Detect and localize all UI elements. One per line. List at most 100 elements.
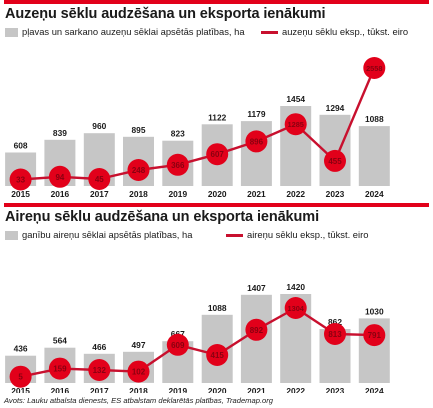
bar-2024 [358, 126, 390, 186]
legend-bar-label: pļavas un sarkano auzeņu sēklai apsētās … [22, 26, 245, 37]
chart-title: Aireņu sēklu audzēšana un eksporta ienāk… [5, 209, 319, 225]
x-tick-label: 2016 [51, 189, 70, 199]
x-tick-label: 2017 [90, 189, 109, 199]
x-tick-label: 2022 [286, 189, 305, 199]
line-point-2021 [245, 318, 268, 341]
bar-value-label: 1420 [286, 282, 305, 292]
line-point-2019 [166, 153, 189, 176]
line-value-label: 366 [171, 161, 185, 170]
export-line [20, 306, 375, 378]
x-tick-label: 2021 [247, 189, 266, 199]
line-point-2015 [9, 168, 32, 191]
line-point-2020 [206, 143, 229, 166]
legend-line-label: auzeņu sēklu eksp., tūkst. eiro [282, 26, 409, 37]
top-rule [4, 0, 429, 4]
line-point-2021 [245, 130, 268, 153]
x-tick-label: 2020 [208, 386, 227, 393]
bar-value-label: 895 [132, 125, 146, 135]
bar-value-label: 1407 [247, 283, 266, 293]
line-point-2024 [363, 324, 386, 347]
bar-value-label: 466 [92, 342, 106, 352]
x-tick-label: 2024 [365, 386, 384, 393]
top-rule [4, 203, 429, 207]
line-point-2016 [48, 165, 71, 188]
legend-line-swatch [261, 31, 278, 34]
bar-value-label: 1179 [247, 109, 266, 119]
x-tick-label: 2018 [129, 189, 148, 199]
line-point-2022 [284, 113, 307, 136]
line-value-label: 791 [368, 331, 382, 340]
bar-value-label: 960 [92, 121, 106, 131]
line-value-label: 45 [95, 175, 104, 184]
x-tick-label: 2019 [168, 189, 187, 199]
legend-bar-swatch [5, 28, 18, 37]
x-tick-label: 2015 [11, 386, 30, 393]
bar-value-label: 1454 [286, 94, 305, 104]
line-point-2019 [166, 333, 189, 356]
line-point-2017 [88, 168, 111, 190]
line-point-2018 [127, 159, 150, 181]
bar-value-label: 564 [53, 336, 67, 346]
chart-title: Auzeņu sēklu audzēšana un eksporta ienāk… [5, 6, 326, 22]
chart-panel-ryegrass: Aireņu sēklu audzēšana un eksporta ienāk… [0, 203, 433, 393]
export-line [20, 67, 376, 181]
line-value-label: 159 [53, 365, 67, 374]
chart-legend: ganību aireņu sēklai apsētās platības, h… [5, 229, 430, 242]
line-value-label: 455 [328, 157, 342, 166]
x-tick-label: 2015 [11, 189, 30, 199]
x-tick-label: 2017 [90, 386, 109, 393]
bar-value-label: 1088 [208, 303, 227, 313]
legend-bar-swatch [5, 231, 18, 240]
line-point-2023 [324, 323, 346, 345]
line-value-label: 813 [328, 330, 342, 339]
x-tick-label: 2023 [326, 189, 345, 199]
line-value-label: 33 [16, 176, 25, 185]
bar-value-label: 1030 [365, 306, 384, 316]
line-point-2022 [284, 297, 307, 319]
x-tick-label: 2021 [247, 386, 266, 393]
line-value-label: 1304 [287, 304, 304, 313]
x-tick-label: 2020 [208, 189, 227, 199]
x-tick-label: 2023 [326, 386, 345, 393]
line-value-label: 5 [18, 373, 23, 382]
legend-bar-label: ganību aireņu sēklai apsētās platības, h… [22, 229, 193, 240]
line-point-2015 [9, 365, 32, 388]
legend-line-swatch [226, 234, 243, 237]
line-value-label: 896 [250, 137, 264, 146]
line-value-label: 609 [171, 341, 185, 350]
bar-value-label: 1088 [365, 114, 384, 124]
line-value-label: 94 [55, 173, 64, 182]
legend-line-label: aireņu sēklu eksp., tūkst. eiro [247, 229, 369, 240]
bar-value-label: 497 [132, 340, 146, 350]
line-value-label: 248 [132, 166, 146, 175]
bar-value-label: 1122 [208, 112, 227, 122]
x-tick-label: 2018 [129, 386, 148, 393]
bar-value-label: 436 [14, 344, 28, 354]
x-tick-label: 2024 [365, 189, 384, 199]
bar-value-label: 1294 [326, 103, 345, 113]
line-value-label: 607 [211, 150, 225, 159]
chart-plot-fescue: 608 839 960 895 823 1122 1179 1454 1294 1088 2015 2… [5, 57, 390, 199]
line-point-2020 [206, 344, 229, 366]
line-value-label: 132 [93, 366, 107, 375]
x-tick-label: 2016 [51, 386, 70, 393]
chart-legend: pļavas un sarkano auzeņu sēklai apsētās … [5, 26, 430, 39]
bar-value-label: 862 [328, 317, 342, 327]
line-point-2018 [127, 360, 150, 383]
bar-value-label: 823 [171, 129, 185, 139]
chart-plot-ryegrass: 4365644664976671088140714208621030201520… [5, 282, 390, 393]
chart-panel-fescue: Auzeņu sēklu audzēšana un eksporta ienāk… [0, 0, 433, 200]
x-tick-label: 2019 [168, 386, 187, 393]
line-value-label: 415 [211, 351, 225, 360]
line-value-label: 892 [250, 326, 264, 335]
line-value-label: 102 [132, 368, 146, 377]
bar-value-label: 608 [14, 141, 28, 151]
source-note: Avots: Lauku atbalsta dienests, ES atbal… [4, 396, 274, 405]
line-point-2024 [363, 57, 386, 79]
line-value-label: 2558 [366, 64, 382, 73]
line-point-2023 [324, 149, 346, 172]
line-value-label: 1285 [287, 120, 303, 129]
line-point-2016 [48, 357, 71, 380]
x-tick-label: 2022 [286, 386, 305, 393]
line-point-2017 [88, 359, 111, 381]
